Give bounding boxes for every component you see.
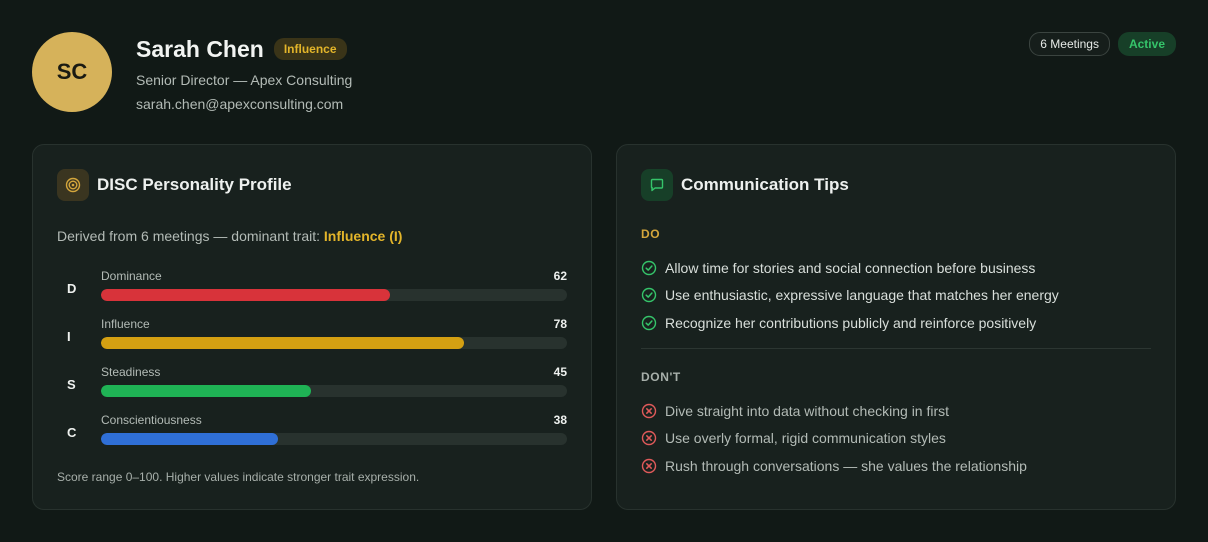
trait-bar-fill: [101, 337, 465, 349]
profile-header: SC Sarah Chen Influence Senior Director …: [32, 32, 1176, 112]
dont-tip-item: Rush through conversations — she values …: [641, 452, 1151, 480]
disc-bar-row: I Influence 78: [57, 317, 567, 365]
do-section-label: DO: [641, 227, 661, 241]
meetings-badge: 6 Meetings: [1029, 32, 1110, 56]
tip-text: Dive straight into data without checking…: [665, 402, 950, 419]
trait-bar-fill: [101, 385, 311, 397]
dominant-trait: Influence (I): [323, 228, 403, 244]
check-circle-icon: [641, 260, 657, 276]
disc-card-title: DISC Personality Profile: [97, 175, 292, 194]
x-circle-icon: [641, 403, 657, 419]
dont-tip-item: Dive straight into data without checking…: [641, 397, 1151, 425]
profile-info: Sarah Chen Influence Senior Director — A…: [136, 34, 353, 113]
disc-bar-row: D Dominance 62: [57, 269, 567, 317]
score-note: Score range 0–100. Higher values indicat…: [57, 470, 420, 484]
x-circle-icon: [641, 458, 657, 474]
trait-letter: C: [67, 425, 77, 440]
tip-text: Use overly formal, rigid communication s…: [665, 430, 946, 447]
trait-letter: S: [67, 377, 76, 392]
contact-email: sarah.chen@apexconsulting.com: [136, 96, 344, 112]
do-tip-item: Use enthusiastic, expressive language th…: [641, 282, 1151, 310]
trait-label: Conscientiousness: [101, 413, 202, 427]
tip-text: Rush through conversations — she values …: [665, 457, 1027, 474]
trait-value: 45: [553, 365, 567, 379]
trait-badge: Influence: [273, 38, 347, 60]
contact-title: Senior Director — Apex Consulting: [136, 72, 353, 88]
disc-bars: D Dominance 62 I Influence 78 S Steadiness 45 C Co…: [57, 269, 567, 461]
divider: [641, 348, 1151, 349]
trait-label: Dominance: [101, 269, 162, 283]
tip-text: Recognize her contributions publicly and…: [665, 314, 1037, 331]
do-tip-item: Allow time for stories and social connec…: [641, 254, 1151, 282]
x-circle-icon: [641, 430, 657, 446]
trait-letter: D: [67, 281, 77, 296]
do-list: Allow time for stories and social connec…: [641, 254, 1151, 337]
dont-tip-item: Use overly formal, rigid communication s…: [641, 425, 1151, 453]
status-badge: Active: [1117, 32, 1176, 56]
trait-value: 62: [553, 269, 567, 283]
chat-icon: [641, 169, 673, 201]
contact-name: Sarah Chen: [136, 35, 264, 62]
do-tip-item: Recognize her contributions publicly and…: [641, 309, 1151, 337]
trait-label: Influence: [101, 317, 150, 331]
tip-text: Use enthusiastic, expressive language th…: [665, 287, 1059, 304]
trait-letter: I: [67, 329, 71, 344]
target-icon: [57, 169, 89, 201]
avatar: SC: [32, 32, 112, 112]
disc-bar-row: S Steadiness 45: [57, 365, 567, 413]
check-circle-icon: [641, 287, 657, 303]
trait-bar-fill: [101, 289, 390, 301]
trait-bar-track: [101, 337, 567, 349]
trait-bar-track: [101, 289, 567, 301]
trait-bar-track: [101, 385, 567, 397]
disc-profile-card: DISC Personality Profile Derived from 6 …: [32, 144, 592, 510]
tips-card-title: Communication Tips: [681, 175, 849, 194]
tip-text: Allow time for stories and social connec…: [665, 259, 1036, 276]
trait-value: 78: [553, 317, 567, 331]
trait-label: Steadiness: [101, 365, 161, 379]
trait-bar-fill: [101, 433, 279, 445]
check-circle-icon: [641, 315, 657, 331]
dont-list: Dive straight into data without checking…: [641, 397, 1151, 480]
derived-summary: Derived from 6 meetings — dominant trait…: [57, 228, 403, 244]
communication-tips-card: Communication Tips DO Allow time for sto…: [616, 144, 1176, 510]
dont-section-label: DON'T: [641, 370, 681, 384]
trait-value: 38: [553, 413, 567, 427]
disc-bar-row: C Conscientiousness 38: [57, 413, 567, 461]
trait-bar-track: [101, 433, 567, 445]
